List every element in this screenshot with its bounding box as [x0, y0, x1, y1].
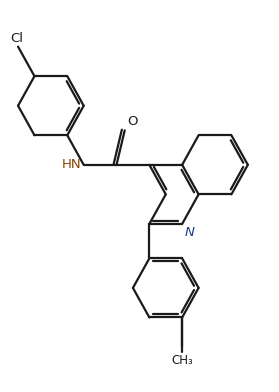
Text: Cl: Cl	[10, 32, 23, 45]
Text: N: N	[185, 225, 195, 239]
Text: HN: HN	[61, 158, 81, 171]
Text: CH₃: CH₃	[171, 354, 193, 367]
Text: O: O	[127, 115, 138, 128]
